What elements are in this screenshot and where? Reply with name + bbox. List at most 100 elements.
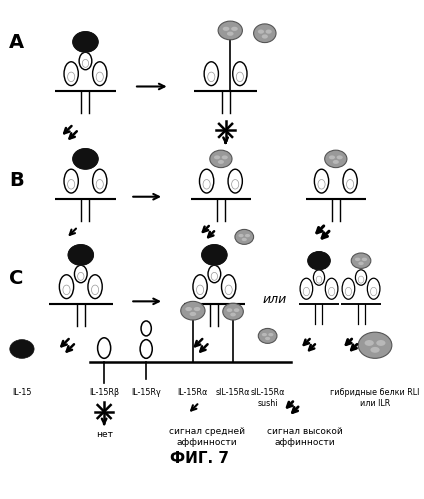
- Ellipse shape: [73, 149, 98, 169]
- Ellipse shape: [228, 169, 243, 193]
- Ellipse shape: [88, 275, 102, 298]
- Ellipse shape: [141, 321, 151, 336]
- Ellipse shape: [313, 270, 325, 285]
- Ellipse shape: [342, 278, 355, 299]
- Ellipse shape: [210, 150, 232, 168]
- Ellipse shape: [185, 307, 192, 311]
- Ellipse shape: [258, 328, 277, 343]
- Ellipse shape: [181, 301, 205, 320]
- Ellipse shape: [362, 257, 367, 261]
- Ellipse shape: [230, 313, 236, 316]
- Text: сигнал высокой
аффинности: сигнал высокой аффинности: [267, 428, 343, 447]
- Ellipse shape: [78, 272, 84, 280]
- Ellipse shape: [68, 245, 94, 265]
- Text: IL-15Rα: IL-15Rα: [178, 388, 208, 397]
- Ellipse shape: [231, 27, 238, 31]
- Ellipse shape: [268, 333, 273, 336]
- Text: A: A: [9, 33, 24, 52]
- Ellipse shape: [236, 72, 243, 82]
- Ellipse shape: [346, 180, 354, 189]
- Ellipse shape: [96, 180, 103, 189]
- Ellipse shape: [10, 340, 34, 358]
- Ellipse shape: [303, 287, 310, 296]
- Ellipse shape: [371, 287, 377, 296]
- Ellipse shape: [358, 332, 392, 358]
- Ellipse shape: [258, 29, 264, 34]
- Ellipse shape: [262, 34, 268, 38]
- Ellipse shape: [221, 275, 236, 298]
- Ellipse shape: [308, 251, 330, 270]
- Ellipse shape: [223, 303, 243, 320]
- Ellipse shape: [371, 347, 379, 353]
- Ellipse shape: [96, 72, 103, 82]
- Ellipse shape: [63, 285, 70, 294]
- Ellipse shape: [345, 287, 351, 296]
- Ellipse shape: [227, 308, 232, 312]
- Ellipse shape: [242, 238, 247, 241]
- Text: C: C: [9, 268, 23, 287]
- Ellipse shape: [67, 72, 75, 82]
- Ellipse shape: [325, 150, 347, 168]
- Ellipse shape: [208, 265, 221, 283]
- Ellipse shape: [365, 340, 374, 346]
- Text: IL-15Rβ: IL-15Rβ: [89, 388, 119, 397]
- Ellipse shape: [199, 169, 214, 193]
- Ellipse shape: [59, 275, 74, 298]
- Ellipse shape: [208, 72, 215, 82]
- Ellipse shape: [73, 31, 98, 52]
- Ellipse shape: [79, 52, 92, 70]
- Ellipse shape: [67, 180, 75, 189]
- Text: B: B: [9, 171, 24, 190]
- Ellipse shape: [235, 230, 254, 245]
- Ellipse shape: [355, 257, 360, 261]
- Ellipse shape: [75, 265, 87, 283]
- Text: сигнал средней
аффинности: сигнал средней аффинности: [169, 428, 245, 447]
- Ellipse shape: [300, 278, 312, 299]
- Ellipse shape: [367, 278, 380, 299]
- Ellipse shape: [238, 234, 244, 237]
- Text: sIL-15Rα
sushi: sIL-15Rα sushi: [250, 388, 285, 408]
- Ellipse shape: [190, 312, 196, 316]
- Ellipse shape: [196, 285, 204, 294]
- Ellipse shape: [245, 234, 250, 237]
- Ellipse shape: [376, 340, 385, 346]
- Ellipse shape: [82, 59, 89, 67]
- Ellipse shape: [227, 31, 234, 36]
- Text: IL-15Rγ: IL-15Rγ: [131, 388, 161, 397]
- Text: нет: нет: [96, 430, 113, 439]
- Text: или: или: [263, 293, 287, 306]
- Ellipse shape: [265, 337, 270, 340]
- Text: IL-15: IL-15: [12, 388, 32, 397]
- Ellipse shape: [223, 27, 229, 31]
- Ellipse shape: [265, 29, 272, 34]
- Ellipse shape: [225, 285, 232, 294]
- Ellipse shape: [92, 285, 99, 294]
- Ellipse shape: [98, 338, 111, 358]
- Ellipse shape: [254, 24, 276, 42]
- Ellipse shape: [64, 62, 78, 86]
- Ellipse shape: [203, 180, 210, 189]
- Ellipse shape: [337, 155, 343, 159]
- Ellipse shape: [358, 276, 364, 283]
- Ellipse shape: [329, 155, 335, 159]
- Ellipse shape: [218, 21, 243, 40]
- Ellipse shape: [64, 169, 78, 193]
- Ellipse shape: [316, 276, 322, 283]
- Ellipse shape: [308, 251, 330, 270]
- Ellipse shape: [234, 308, 240, 312]
- Ellipse shape: [329, 287, 335, 296]
- Text: ФИГ. 7: ФИГ. 7: [170, 451, 229, 466]
- Ellipse shape: [355, 270, 367, 285]
- Ellipse shape: [92, 62, 107, 86]
- Ellipse shape: [202, 245, 227, 265]
- Ellipse shape: [92, 169, 107, 193]
- Ellipse shape: [193, 275, 207, 298]
- Ellipse shape: [325, 278, 338, 299]
- Ellipse shape: [232, 180, 239, 189]
- Ellipse shape: [343, 169, 357, 193]
- Ellipse shape: [140, 340, 152, 358]
- Ellipse shape: [233, 62, 247, 86]
- Ellipse shape: [73, 31, 98, 52]
- Ellipse shape: [73, 149, 98, 169]
- Text: sIL-15Rα: sIL-15Rα: [216, 388, 250, 397]
